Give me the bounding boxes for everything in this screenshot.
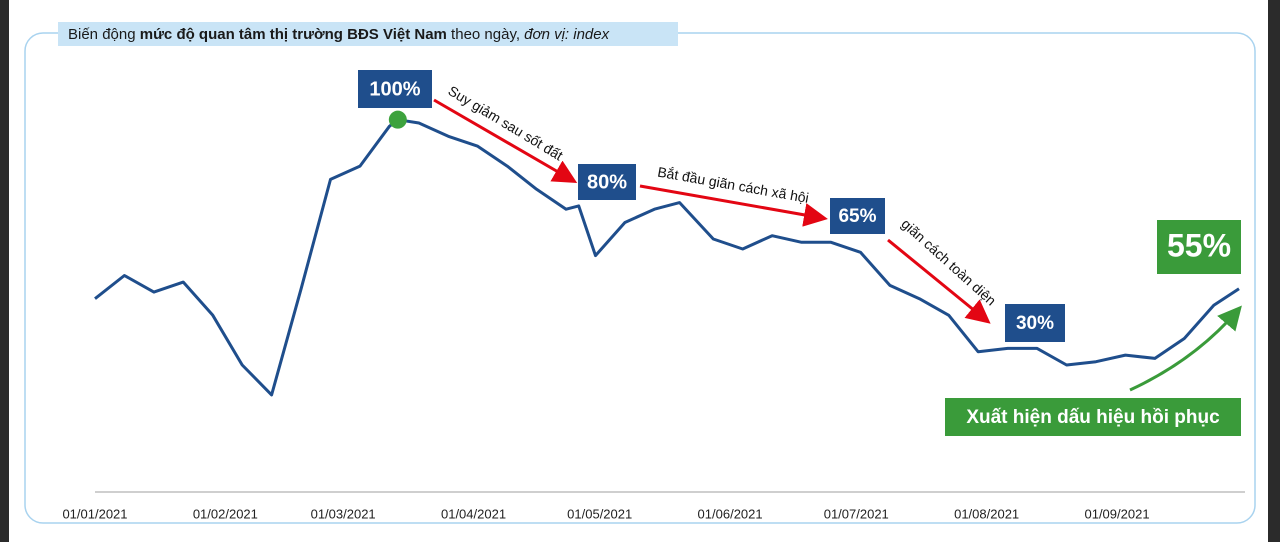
- annotation-box: [1157, 220, 1241, 274]
- arrow-label: Bắt đầu giãn cách xã hội: [656, 164, 810, 206]
- arrow: [433, 98, 578, 184]
- x-tick-label: 01/09/2021: [1084, 506, 1149, 521]
- x-tick-label: 01/06/2021: [698, 506, 763, 521]
- title-part: mức độ quan tâm thị trường BĐS Việt Nam: [140, 26, 447, 43]
- chart-title: Biến động mức độ quan tâm thị trường BĐS…: [68, 26, 610, 43]
- title-part: theo ngày,: [447, 26, 524, 43]
- annotation-box: [578, 164, 636, 200]
- annotation-label: 30%: [1016, 313, 1054, 334]
- edge: [0, 0, 9, 542]
- title-part: Biến động: [68, 26, 140, 43]
- annotation-label: 100%: [369, 78, 420, 100]
- x-tick-label: 01/01/2021: [62, 506, 127, 521]
- annotation-label: 80%: [587, 171, 627, 193]
- annotation-box: [1005, 304, 1065, 342]
- recovery-box: [945, 398, 1241, 436]
- title-part: đơn vị: index: [524, 26, 609, 43]
- edge: [1268, 0, 1280, 542]
- x-tick-label: 01/04/2021: [441, 506, 506, 521]
- annotation-box: [830, 198, 885, 234]
- recovery-label: Xuất hiện dấu hiệu hồi phục: [966, 407, 1220, 428]
- annotation-box: [358, 70, 432, 108]
- x-tick-label: 01/05/2021: [567, 506, 632, 521]
- panel: [24, 32, 1256, 524]
- x-tick-label: 01/02/2021: [193, 506, 258, 521]
- data-line: [94, 118, 1240, 397]
- x-tick-label: 01/07/2021: [824, 506, 889, 521]
- annotation-label: 55%: [1167, 227, 1231, 263]
- recovery-arrow: [1129, 305, 1242, 392]
- title-bg: [58, 22, 678, 46]
- x-tick-label: 01/08/2021: [954, 506, 1019, 521]
- arrow-label: Suy giảm sau sốt đất: [446, 82, 566, 163]
- x-tick-label: 01/03/2021: [311, 506, 376, 521]
- annotation-label: 65%: [838, 206, 876, 227]
- arrow: [887, 238, 991, 324]
- peak-marker: [388, 110, 407, 129]
- arrow: [639, 184, 828, 227]
